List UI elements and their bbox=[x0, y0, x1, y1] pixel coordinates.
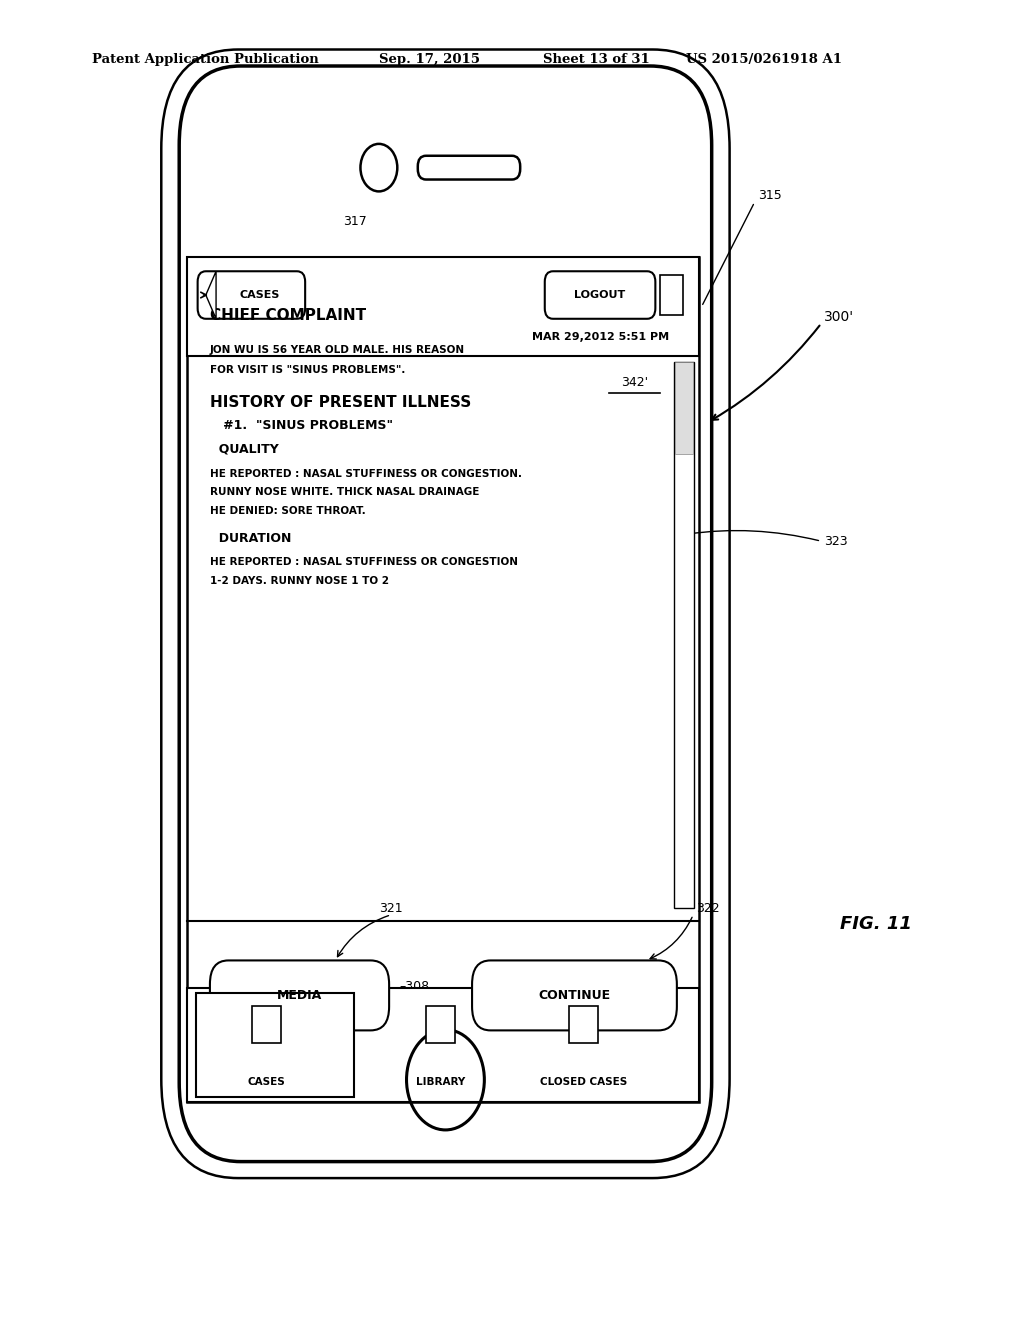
FancyBboxPatch shape bbox=[161, 49, 729, 1177]
Text: DURATION: DURATION bbox=[210, 532, 291, 545]
Text: #1.  "SINUS PROBLEMS": #1. "SINUS PROBLEMS" bbox=[210, 418, 393, 432]
Text: Sep. 17, 2015: Sep. 17, 2015 bbox=[379, 53, 480, 66]
FancyBboxPatch shape bbox=[198, 271, 305, 318]
Text: Patent Application Publication: Patent Application Publication bbox=[92, 53, 318, 66]
Text: 342': 342' bbox=[622, 376, 648, 389]
Text: 321: 321 bbox=[379, 902, 403, 915]
Text: –309: –309 bbox=[545, 979, 575, 993]
Bar bbox=[569, 1006, 598, 1043]
Bar bbox=[426, 1006, 455, 1043]
FancyBboxPatch shape bbox=[418, 156, 520, 180]
Text: 322: 322 bbox=[696, 902, 720, 915]
Bar bbox=[187, 257, 699, 1102]
Text: 300': 300' bbox=[824, 310, 854, 323]
Text: CONTINUE: CONTINUE bbox=[539, 989, 610, 1002]
Text: CASES: CASES bbox=[240, 290, 280, 300]
Text: HE REPORTED : NASAL STUFFINESS OR CONGESTION: HE REPORTED : NASAL STUFFINESS OR CONGES… bbox=[210, 557, 518, 568]
FancyBboxPatch shape bbox=[545, 271, 655, 318]
FancyBboxPatch shape bbox=[472, 961, 677, 1031]
Text: FOR VISIT IS "SINUS PROBLEMS".: FOR VISIT IS "SINUS PROBLEMS". bbox=[210, 364, 406, 375]
Text: MEDIA: MEDIA bbox=[276, 989, 323, 1002]
Text: HE REPORTED : NASAL STUFFINESS OR CONGESTION.: HE REPORTED : NASAL STUFFINESS OR CONGES… bbox=[210, 469, 522, 479]
Text: CASES: CASES bbox=[248, 1077, 285, 1086]
Bar bbox=[187, 257, 699, 356]
FancyBboxPatch shape bbox=[179, 66, 712, 1162]
Text: Sheet 13 of 31: Sheet 13 of 31 bbox=[543, 53, 649, 66]
Text: HISTORY OF PRESENT ILLNESS: HISTORY OF PRESENT ILLNESS bbox=[210, 395, 471, 411]
Bar bbox=[196, 994, 354, 1097]
Text: CHIEF COMPLAINT: CHIEF COMPLAINT bbox=[210, 308, 366, 323]
Text: CLOSED CASES: CLOSED CASES bbox=[540, 1077, 628, 1086]
Text: US 2015/0261918 A1: US 2015/0261918 A1 bbox=[686, 53, 842, 66]
Bar bbox=[252, 1006, 281, 1043]
Text: –307: –307 bbox=[251, 979, 282, 993]
Text: –308: –308 bbox=[399, 979, 430, 993]
Text: 315: 315 bbox=[758, 189, 781, 202]
Bar bbox=[660, 275, 683, 314]
Text: 1-2 DAYS. RUNNY NOSE 1 TO 2: 1-2 DAYS. RUNNY NOSE 1 TO 2 bbox=[210, 576, 389, 586]
Text: LOGOUT: LOGOUT bbox=[574, 290, 626, 300]
Text: JON WU IS 56 YEAR OLD MALE. HIS REASON: JON WU IS 56 YEAR OLD MALE. HIS REASON bbox=[210, 345, 465, 355]
Text: RUNNY NOSE WHITE. THICK NASAL DRAINAGE: RUNNY NOSE WHITE. THICK NASAL DRAINAGE bbox=[210, 487, 479, 498]
Bar bbox=[675, 362, 693, 454]
Text: LIBRARY: LIBRARY bbox=[416, 1077, 465, 1086]
Polygon shape bbox=[206, 271, 216, 318]
Text: 323: 323 bbox=[824, 535, 848, 548]
Text: FIG. 11: FIG. 11 bbox=[840, 915, 911, 933]
Text: 317: 317 bbox=[343, 215, 367, 228]
Text: MAR 29,2012 5:51 PM: MAR 29,2012 5:51 PM bbox=[531, 331, 669, 342]
Text: QUALITY: QUALITY bbox=[210, 442, 279, 455]
Bar bbox=[674, 362, 694, 908]
FancyBboxPatch shape bbox=[210, 961, 389, 1031]
Text: HE DENIED: SORE THROAT.: HE DENIED: SORE THROAT. bbox=[210, 506, 366, 516]
Bar bbox=[187, 989, 699, 1102]
